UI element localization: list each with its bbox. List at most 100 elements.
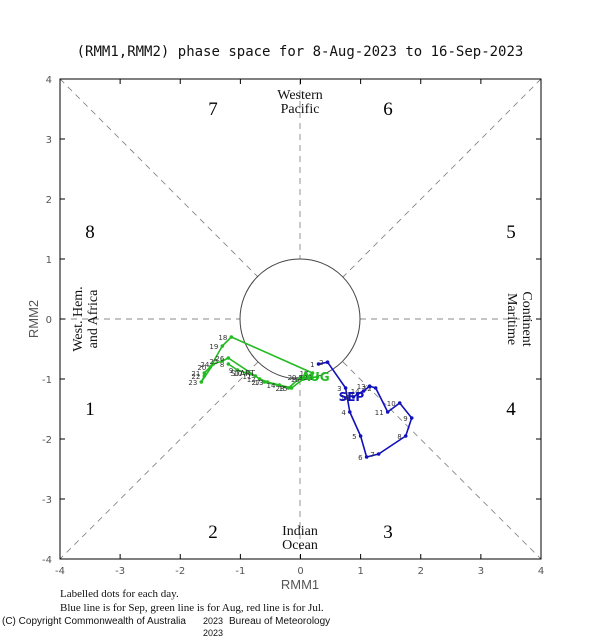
day-label-sep: 16 <box>340 394 349 402</box>
data-point-sep <box>358 434 363 438</box>
data-point-sep <box>403 434 408 438</box>
day-label-aug: 10 <box>233 370 242 378</box>
region-bottom-line2: Ocean <box>282 538 318 553</box>
chart-title: (RMM1,RMM2) phase space for 8-Aug-2023 t… <box>77 44 524 60</box>
data-point-aug <box>220 359 225 363</box>
data-point-aug <box>309 375 314 380</box>
data-point-aug <box>202 374 207 378</box>
y-tick-label: -4 <box>42 555 52 566</box>
data-point-aug <box>220 344 225 348</box>
data-point-aug <box>226 362 231 366</box>
data-point-aug <box>235 368 240 372</box>
y-tick-label: -2 <box>42 435 52 446</box>
copyright-year: 2023 <box>203 616 223 626</box>
day-label-sep: 9 <box>403 415 407 423</box>
data-point-aug <box>244 371 249 375</box>
phase-6: 6 <box>383 99 393 120</box>
divider-diagonal-1 <box>59 78 259 278</box>
x-tick-label: 4 <box>538 566 544 577</box>
day-label-aug: 25 <box>209 358 218 366</box>
day-label-aug: 19 <box>209 343 218 351</box>
phase-numbers: 1 2 3 4 5 6 7 8 <box>85 99 516 543</box>
data-point-aug <box>310 371 315 375</box>
data-point-aug <box>208 365 213 369</box>
region-left-line2: and Africa <box>86 289 101 348</box>
data-point-aug <box>226 356 231 360</box>
day-label-aug: 8 <box>220 361 224 369</box>
data-point-sep <box>351 395 356 399</box>
day-label-aug: 30 <box>298 374 307 382</box>
day-label-sep: 15 <box>345 391 354 399</box>
day-label-sep: 7 <box>370 451 374 459</box>
day-label-aug: 20 <box>197 364 206 372</box>
data-point-aug <box>301 377 306 381</box>
data-point-sep <box>409 416 414 420</box>
divider-diagonal-2 <box>342 361 542 560</box>
region-top-line2: Pacific <box>281 102 320 117</box>
day-label-aug: 14 <box>267 382 276 390</box>
data-point-sep <box>343 386 348 390</box>
data-point-sep <box>316 362 321 366</box>
x-tick-label: 1 <box>357 566 363 577</box>
region-bottom-line1: Indian <box>282 524 318 539</box>
y-tick-label: 1 <box>46 255 52 266</box>
day-label-aug: 21 <box>191 370 200 378</box>
day-label-aug: 11 <box>242 373 251 381</box>
copyright-text: (C) Copyright Commonwealth of Australia <box>2 616 186 627</box>
day-label-aug: 26 <box>215 355 224 363</box>
day-label-aug: 12 <box>247 376 256 384</box>
data-point-aug <box>257 377 262 381</box>
y-tick-label: 4 <box>46 75 52 86</box>
copyright-tail: Bureau of Meteorology <box>229 616 330 627</box>
day-label-sep: 2 <box>319 359 323 367</box>
x-tick-label: 2 <box>418 566 424 577</box>
x-axis-label: RMM1 <box>281 577 319 592</box>
day-label-sep: 11 <box>375 409 384 417</box>
data-point-aug <box>315 375 320 380</box>
data-point-sep <box>355 392 360 396</box>
data-point-aug <box>265 380 270 384</box>
day-label-sep: 13 <box>357 383 366 391</box>
day-label-sep: 5 <box>352 433 356 441</box>
phase-3: 3 <box>383 522 393 543</box>
day-label-aug: 23 <box>188 379 197 387</box>
x-tick-label: -1 <box>235 566 245 577</box>
day-label-aug: 31 <box>304 374 313 382</box>
region-right-line1: Maritime <box>504 293 519 345</box>
x-tick-label: -4 <box>55 566 65 577</box>
end-label-sep: SEP <box>339 390 365 404</box>
y-tick-label: -1 <box>42 375 52 386</box>
x-tick-label: 0 <box>297 566 303 577</box>
day-label-aug: 18 <box>218 334 227 342</box>
phase-7: 7 <box>208 99 218 120</box>
data-point-sep <box>367 384 372 389</box>
data-point-aug <box>199 380 204 384</box>
region-left-line1: West. Hem. <box>71 286 86 351</box>
phase-2: 2 <box>208 522 218 543</box>
day-label-sep: 8 <box>397 433 401 441</box>
day-label-aug: 27 <box>252 379 261 387</box>
region-labels: Western Pacific Indian Ocean West. Hem. … <box>71 88 534 553</box>
x-tick-label: 3 <box>478 566 484 577</box>
day-label-aug: 17 <box>300 370 309 378</box>
day-label-sep: 14 <box>351 388 360 396</box>
day-label-sep: 10 <box>387 400 396 408</box>
amplitude-circle <box>239 258 361 380</box>
data-point-aug <box>202 371 207 375</box>
footer-year: 2023 <box>203 628 223 638</box>
day-label-sep: 1 <box>310 361 314 369</box>
phase-dividers <box>59 78 542 560</box>
data-point-aug <box>298 375 303 380</box>
region-top-line1: Western <box>277 88 323 103</box>
data-point-aug <box>286 386 291 390</box>
data-point-sep <box>361 389 366 393</box>
note-line-1: Labelled dots for each day. <box>60 588 179 600</box>
divider-diagonal-3 <box>342 78 542 278</box>
data-point-sep <box>364 455 369 459</box>
data-point-aug <box>211 362 216 366</box>
data-point-sep <box>373 386 378 390</box>
phase-5: 5 <box>506 222 516 243</box>
